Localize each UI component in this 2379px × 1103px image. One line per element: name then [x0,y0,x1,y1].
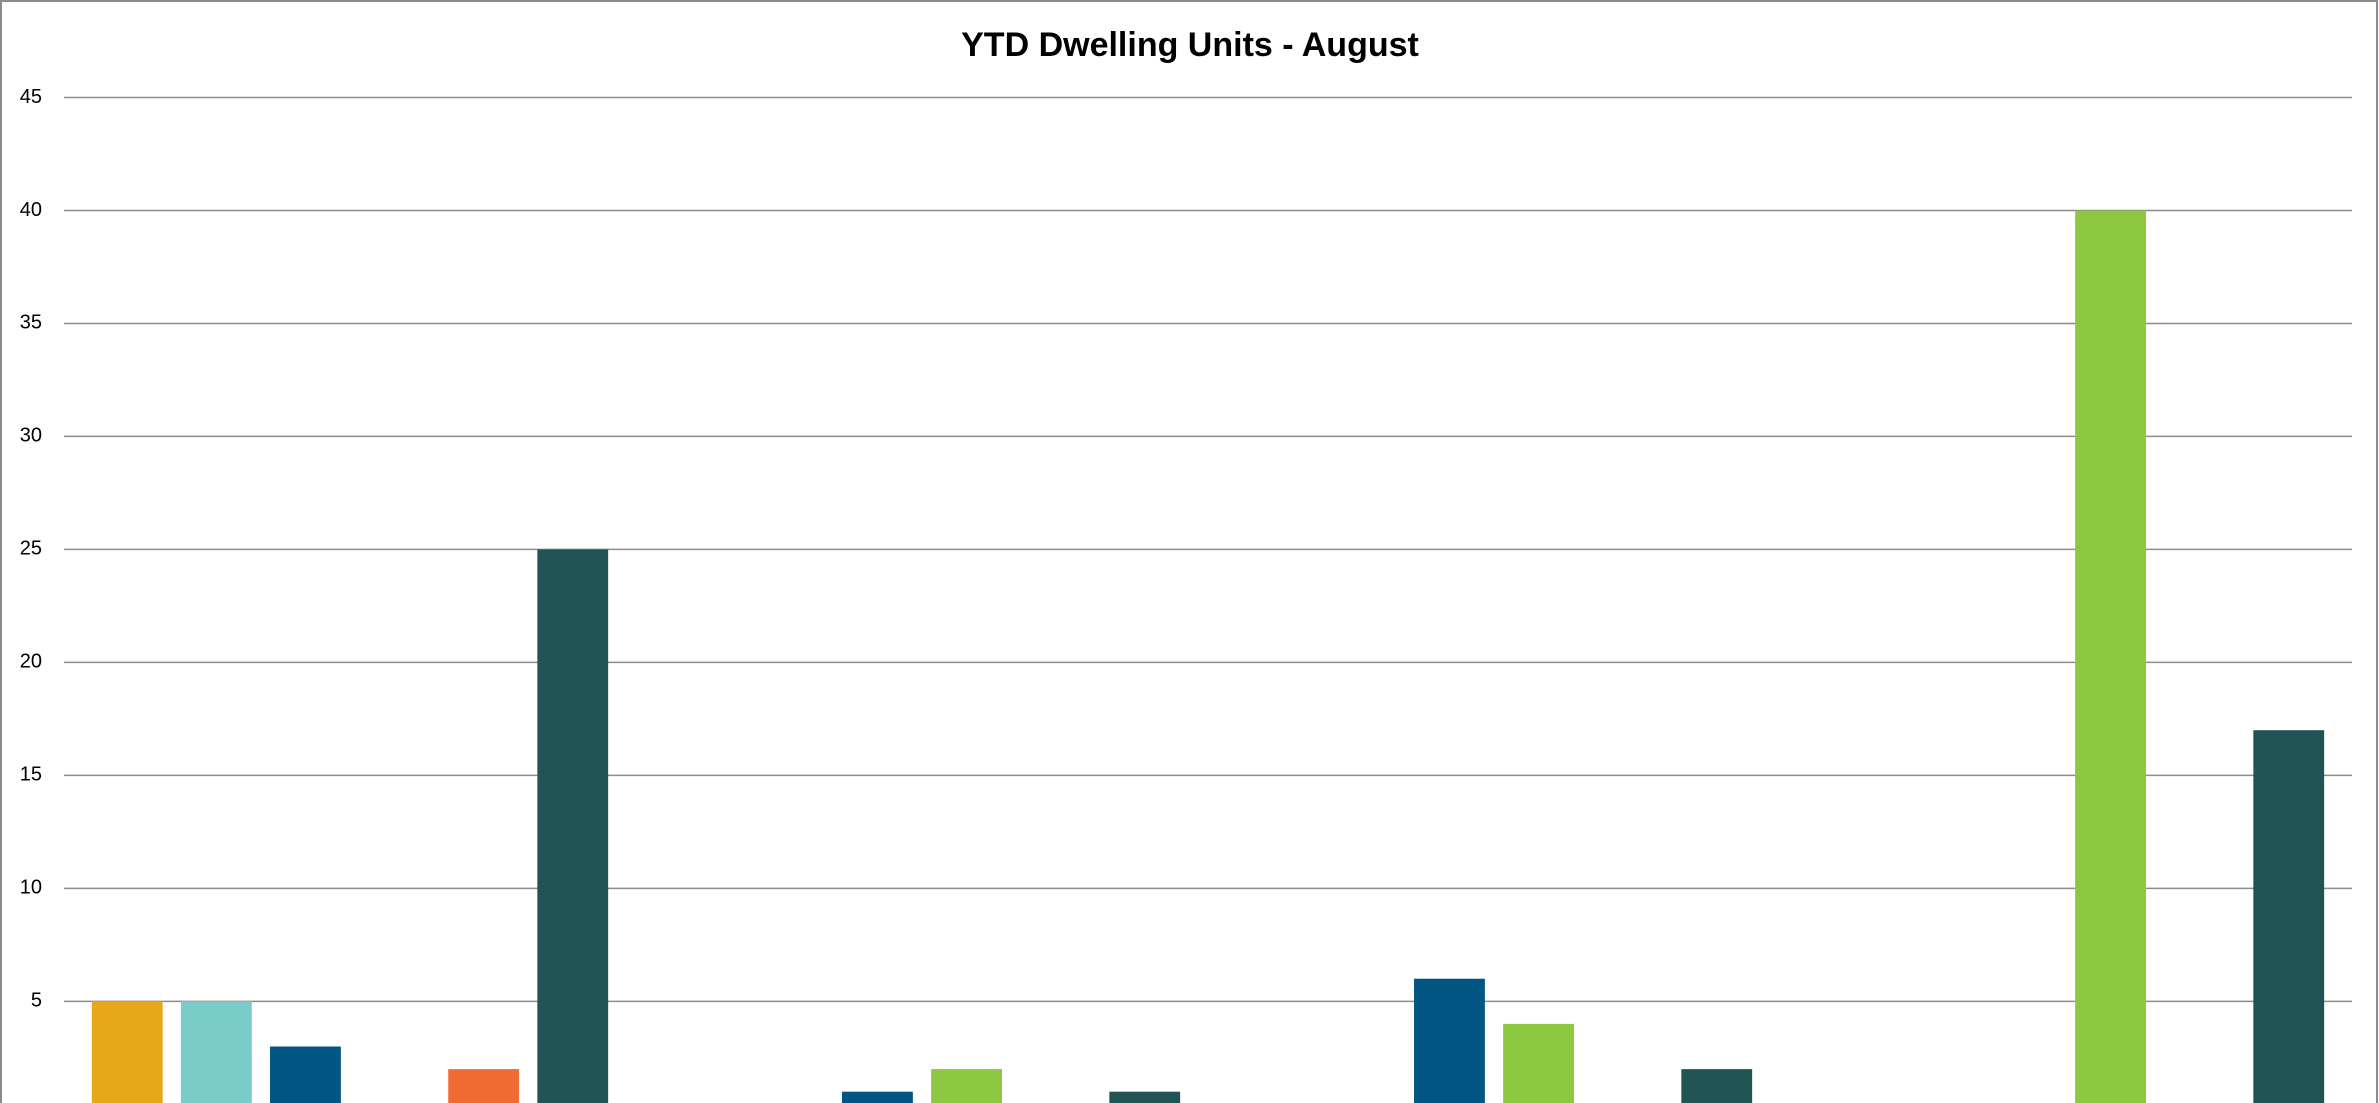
bar [931,1069,1002,1103]
bar [2075,210,2146,1103]
y-tick-label: 40 [20,199,42,221]
bar [1414,978,1485,1103]
bar [180,1001,252,1103]
y-tick-label: 5 [31,990,42,1012]
y-tick-label: 35 [20,312,42,334]
bars [91,210,2325,1103]
bar [91,1001,163,1103]
y-tick-label: 10 [20,877,42,899]
chart-title: YTD Dwelling Units - August [961,26,1419,64]
y-tick-label: 15 [20,764,42,786]
bar [537,549,609,1103]
bar [1681,1069,1753,1103]
y-tick-label: 20 [20,651,42,673]
bar [448,1069,520,1103]
y-tick-label: 25 [20,538,42,560]
y-tick-label: 30 [20,425,42,447]
bar [1109,1091,1181,1103]
bar [2253,730,2325,1103]
bar [1503,1023,1574,1103]
grid: 5 10 15 20 25 30 35 40 45 [20,86,2352,1012]
y-tick-label: 45 [20,86,42,108]
bar [842,1091,913,1103]
bar [270,1046,341,1103]
